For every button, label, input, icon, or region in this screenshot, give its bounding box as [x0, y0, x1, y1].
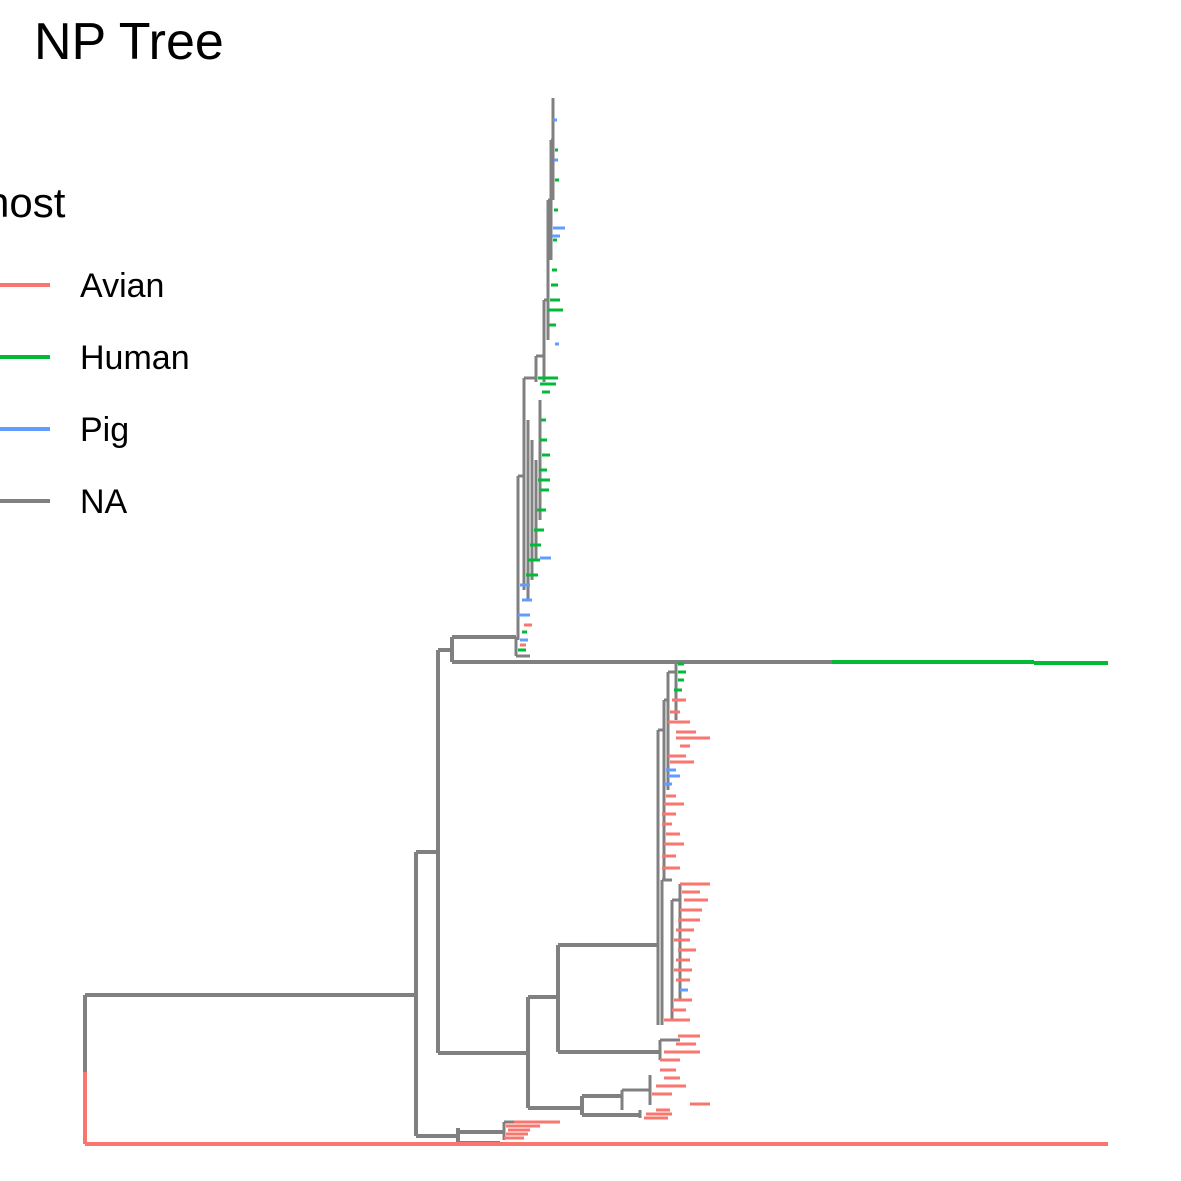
middle-clade-pig-tips — [664, 768, 688, 992]
legend-item-avian: Avian — [0, 266, 260, 306]
legend-label-pig: Pig — [80, 411, 130, 449]
legend-item-pig: Pig — [0, 410, 260, 450]
upper-clade-human-tips — [518, 148, 563, 652]
human-long-branch — [832, 660, 1108, 665]
legend-title: host — [0, 179, 66, 226]
middle-clade-avian-tips — [504, 698, 710, 1140]
page-title: NP Tree — [34, 13, 224, 71]
legend-label-na: NA — [80, 483, 128, 521]
legend-item-na: NA — [0, 482, 260, 522]
tree-backbone — [83, 635, 832, 1145]
legend-key-pig — [0, 427, 50, 431]
legend-item-human: Human — [0, 338, 260, 378]
legend-key-avian — [0, 283, 50, 287]
legend-key-na — [0, 499, 50, 503]
middle-clade — [502, 663, 682, 1140]
upper-clade — [514, 98, 555, 658]
legend-key-human — [0, 355, 50, 359]
legend-label-avian: Avian — [80, 267, 165, 305]
avian-root-branch — [83, 1072, 1108, 1146]
upper-clade-avian-tips — [520, 623, 532, 647]
legend-label-human: Human — [80, 339, 190, 377]
upper-clade-pig-tips — [518, 118, 565, 642]
middle-clade-human-tips — [674, 662, 686, 692]
